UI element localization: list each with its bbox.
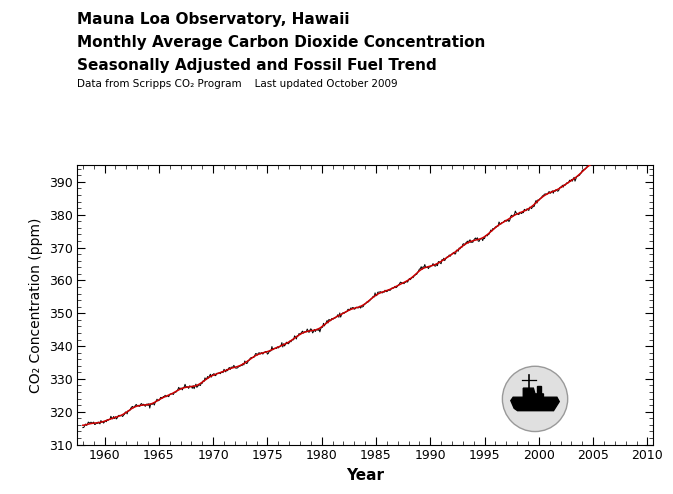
Text: Seasonally Adjusted and Fossil Fuel Trend: Seasonally Adjusted and Fossil Fuel Tren… [77,58,437,73]
Text: Mauna Loa Observatory, Hawaii: Mauna Loa Observatory, Hawaii [77,12,350,27]
Text: Monthly Average Carbon Dioxide Concentration: Monthly Average Carbon Dioxide Concentra… [77,35,486,49]
X-axis label: Year: Year [346,468,384,483]
Polygon shape [511,397,559,411]
Polygon shape [536,386,541,394]
Text: Data from Scripps CO₂ Program    Last updated October 2009: Data from Scripps CO₂ Program Last updat… [77,79,398,89]
Circle shape [502,366,567,432]
Y-axis label: CO₂ Concentration (ppm): CO₂ Concentration (ppm) [29,217,43,393]
Polygon shape [523,388,544,397]
